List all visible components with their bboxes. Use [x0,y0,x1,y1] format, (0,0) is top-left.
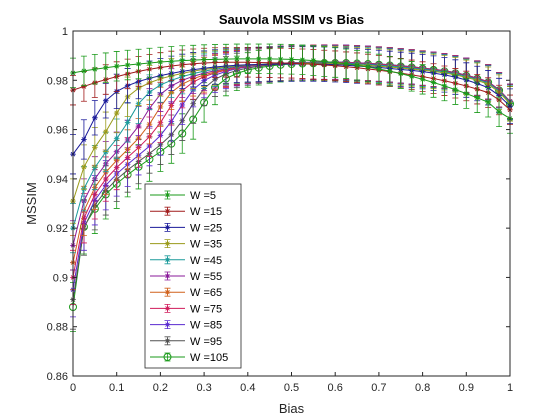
y-tick-label: 0.86 [47,371,68,383]
x-tick-label: 0.7 [371,382,386,394]
legend-label: W =75 [190,303,222,315]
data-point [354,62,360,68]
x-tick-label: 1 [507,382,513,394]
data-point [289,57,295,63]
data-point [234,56,240,62]
legend-marker [165,273,171,279]
y-tick-label: 0.94 [47,174,68,186]
x-tick-label: 0.4 [240,382,255,394]
data-point [496,109,502,115]
x-tick-label: 0.3 [196,382,211,394]
y-tick-label: 0.98 [47,75,68,87]
legend-label: W =45 [190,255,222,267]
y-tick-label: 0.96 [47,125,68,137]
legend-label: W =5 [190,190,216,202]
data-point [300,57,306,63]
data-point [343,61,349,67]
x-tick-label: 0.6 [328,382,343,394]
data-point [464,91,470,97]
legend-label: W =65 [190,287,222,299]
x-tick-label: 0.8 [415,382,430,394]
data-point [409,74,415,80]
legend-label: W =25 [190,222,222,234]
data-point [81,164,87,170]
legend-label: W =55 [190,271,222,283]
x-tick-label: 0.9 [459,382,474,394]
x-tick-label: 0 [70,382,76,394]
y-tick-label: 0.9 [53,272,68,284]
x-tick-label: 0.1 [109,382,124,394]
y-tick-label: 1 [62,26,68,38]
legend-label: W =95 [190,336,222,348]
legend-label: W =105 [190,352,228,364]
legend-label: W =85 [190,320,222,332]
data-point [125,62,131,68]
data-point [125,120,131,126]
chart-title: Sauvola MSSIM vs Bias [219,12,364,27]
legend-label: W =15 [190,206,222,218]
legend-marker [165,241,171,247]
data-point [256,56,262,62]
legend-marker [165,289,171,295]
data-point [114,110,120,116]
legend: W =5 W =15 W =25 W =35 W =45 W =55 W =65 W =75 W… [145,184,241,368]
data-point [81,68,87,74]
data-point [201,57,207,63]
y-axis-label: MSSIM [24,182,39,225]
data-point [179,58,185,64]
legend-marker [165,225,171,231]
x-tick-label: 0.2 [153,382,168,394]
data-point [442,83,448,89]
data-point [147,60,153,66]
legend-marker [165,257,171,263]
legend-marker [165,192,171,198]
legend-label: W =35 [190,239,222,251]
data-point [158,59,164,65]
x-tick-label: 0.5 [284,382,299,394]
legend-marker [165,338,171,344]
x-axis-label: Bias [279,401,305,416]
y-tick-label: 0.92 [47,223,68,235]
data-point [278,56,284,62]
y-tick-label: 0.88 [47,322,68,334]
data-point [212,57,218,63]
data-point [114,136,120,142]
